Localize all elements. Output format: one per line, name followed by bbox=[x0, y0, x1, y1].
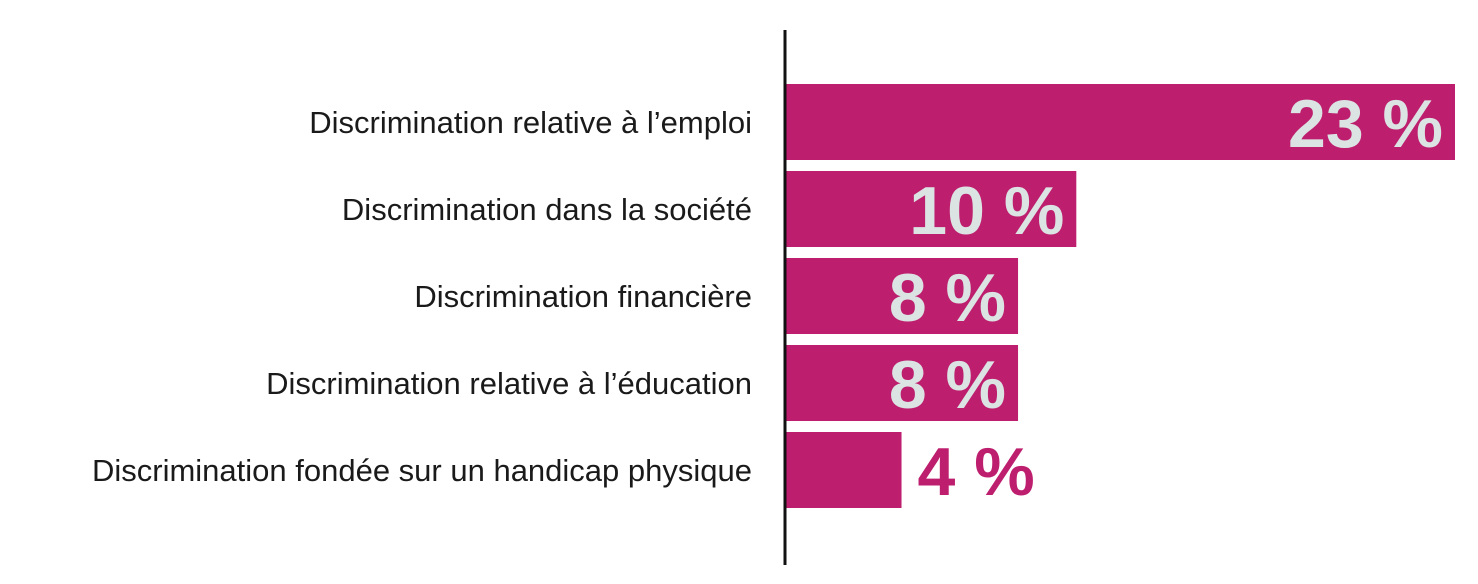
bar-1 bbox=[785, 171, 1077, 247]
value-label-4: 4 % bbox=[918, 434, 1035, 510]
value-label-0: 23 % bbox=[1288, 86, 1443, 162]
category-label-4: Discrimination fondée sur un handicap ph… bbox=[92, 453, 752, 488]
category-labels-group: Discrimination relative à l’emploi Discri… bbox=[92, 105, 752, 488]
bar-4 bbox=[785, 432, 902, 508]
category-label-2: Discrimination financière bbox=[414, 279, 752, 314]
category-label-0: Discrimination relative à l’emploi bbox=[309, 105, 752, 140]
category-label-3: Discrimination relative à l’éducation bbox=[266, 366, 752, 401]
value-label-1: 10 % bbox=[909, 173, 1064, 249]
value-label-2: 8 % bbox=[889, 260, 1006, 336]
value-label-3: 8 % bbox=[889, 347, 1006, 423]
bar-0 bbox=[785, 84, 1455, 160]
bar-2 bbox=[785, 258, 1019, 334]
bar-3 bbox=[785, 345, 1019, 421]
category-label-1: Discrimination dans la société bbox=[342, 192, 752, 227]
bars-group bbox=[785, 84, 1455, 508]
value-labels-group: 23 % 10 % 8 % 8 % 4 % bbox=[889, 86, 1443, 510]
